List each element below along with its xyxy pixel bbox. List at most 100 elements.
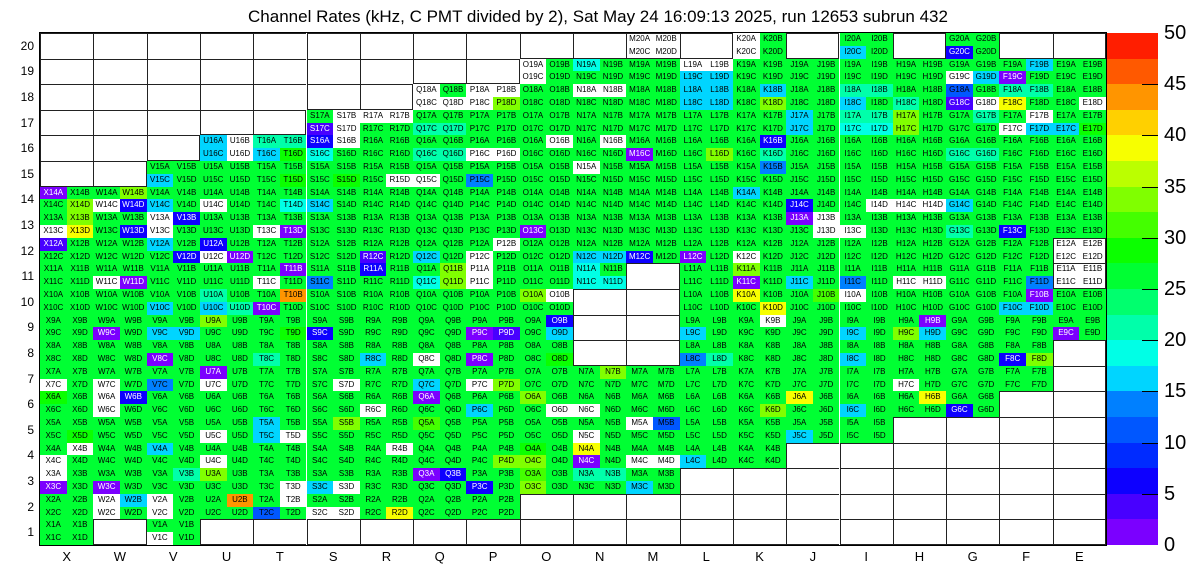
empty-block (679, 519, 733, 545)
channel-cell: O13C (519, 225, 547, 238)
channel-cell: J10B (812, 289, 840, 302)
y-tick-label: 20 (20, 38, 34, 53)
channel-cell: N12D (599, 250, 627, 264)
channel-cell: U10C (199, 301, 227, 315)
channel-cell: I17D (866, 122, 893, 136)
channel-cell: L14B (706, 186, 733, 200)
channel-cell: W9D (119, 327, 147, 341)
channel-cell: K20C (736, 46, 757, 56)
channel-cell: T2B (285, 494, 301, 504)
channel-cell: Q11B (439, 263, 467, 277)
channel-cell: R5B (386, 417, 414, 430)
channel-cell: P5D (493, 429, 520, 443)
channel-cell: K8B (759, 340, 787, 353)
channel-cell: E19A (1052, 58, 1080, 72)
channel-cell: U4A (199, 442, 227, 456)
channel-cell: U7D (226, 378, 254, 392)
channel-cell: V1D (173, 532, 200, 545)
channel-cell: N11C (573, 276, 600, 289)
channel-cell: G20C (946, 45, 973, 59)
x-tick-label: H (914, 549, 925, 564)
empty-block (573, 289, 627, 315)
channel-cell: I9A (839, 314, 867, 328)
channel-cell: R4B (391, 443, 408, 453)
channel-cell: K4D (759, 455, 787, 469)
channel-cell: P14A (466, 186, 494, 200)
channel-cell: O9A (519, 314, 547, 328)
channel-cell: E13D (1079, 225, 1106, 238)
empty-block (1052, 365, 1106, 392)
channel-cell: U5A (199, 417, 227, 430)
channel-cell: O14D (546, 199, 573, 213)
channel-cell: I18B (866, 84, 893, 97)
x-tick-label: R (381, 549, 392, 564)
channel-cell: J16D (812, 148, 840, 161)
empty-block (679, 493, 733, 520)
channel-cell: L15B (706, 161, 733, 174)
channel-cell: M7A (626, 365, 653, 379)
channel-cell: X14B (66, 186, 94, 200)
channel-cell: T7C (253, 378, 280, 392)
channel-cell: K15C (732, 173, 760, 187)
channel-cell: N13B (599, 212, 627, 225)
x-tick-label: M (647, 549, 659, 564)
channel-cell: M3C (626, 481, 653, 494)
channel-cell: G19A (946, 58, 973, 72)
channel-cell: J10A (786, 289, 813, 302)
channel-cell: G11B (972, 263, 1000, 277)
channel-cell: H19D (919, 71, 947, 85)
channel-cell: J12D (812, 250, 840, 264)
channel-cell: R11B (386, 263, 414, 277)
channel-cell: H17D (919, 122, 947, 136)
empty-block (93, 519, 147, 545)
channel-cell: J5A (786, 417, 813, 430)
channel-cell: O3C (519, 481, 547, 494)
channel-cell: S14D (333, 199, 360, 213)
channel-cell: P14B (493, 186, 520, 200)
channel-cell: T7D (279, 378, 307, 392)
empty-block (40, 58, 94, 85)
channel-cell: U12B (226, 237, 254, 251)
channel-cell: J12C (786, 250, 813, 264)
channel-cell: M16D (652, 148, 680, 161)
colorbar-band (1107, 161, 1158, 187)
channel-cell: O12C (519, 250, 547, 264)
channel-cell: W6D (119, 404, 147, 417)
channel-cell: P18A (469, 85, 490, 95)
channel-cell: G13B (972, 212, 1000, 225)
channel-cell: U15C (199, 173, 227, 187)
channel-cell: V13D (173, 225, 200, 238)
channel-cell: V8C (146, 353, 174, 366)
channel-cell: L12B (706, 237, 733, 251)
channel-cell: X10D (66, 301, 94, 315)
empty-block (946, 442, 1000, 469)
channel-cell: Q10D (439, 301, 467, 315)
channel-cell: W11B (119, 263, 147, 277)
channel-cell: I8D (866, 353, 893, 366)
empty-block (573, 314, 627, 341)
channel-cell: X2A (40, 493, 67, 507)
channel-cell: M18D (652, 97, 680, 110)
channel-cell: X9D (66, 327, 94, 341)
channel-cell: Q18A (416, 85, 437, 95)
channel-cell: L13C (679, 225, 707, 238)
channel-cell: W3C (93, 481, 120, 494)
channel-cell: U15B (226, 161, 254, 174)
channel-cell: L5A (679, 417, 707, 430)
channel-cell: E17C (1052, 122, 1080, 136)
channel-cell: S6A (306, 391, 334, 405)
channel-cell: J9B (812, 314, 840, 328)
channel-cell: W2A (97, 494, 116, 504)
channel-cell: S8C (306, 353, 334, 366)
channel-cell: J14A (786, 186, 813, 200)
empty-block (253, 58, 307, 85)
channel-cell: G7D (972, 378, 1000, 392)
channel-cell: J8B (812, 340, 840, 353)
channel-cell: H8A (892, 340, 920, 353)
channel-cell: P8B (493, 340, 520, 353)
channel-cell: V14D (173, 199, 200, 213)
channel-cell: G6D (972, 404, 1000, 417)
channel-cell: O12A (519, 237, 547, 251)
channel-cell: O18D (546, 97, 573, 110)
channel-cell: K8C (732, 353, 760, 366)
